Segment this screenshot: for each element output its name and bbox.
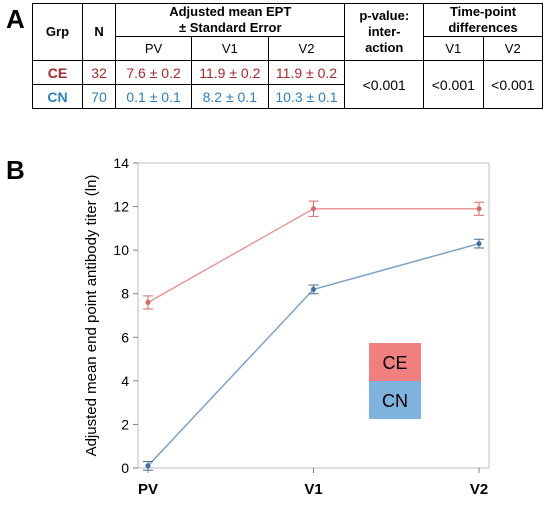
x-tick-label-v1: V1	[304, 481, 322, 498]
summary-table: Grp N Adjusted mean EPT ± Standard Error…	[32, 3, 544, 109]
y-tick-label-0: 0	[121, 460, 129, 476]
row-cn-n: 70	[81, 84, 117, 109]
header-timepoint-line2: differences	[448, 20, 518, 35]
header-n: N	[81, 3, 117, 61]
y-tick-label-4: 4	[121, 373, 129, 389]
header-timepoint-line1: Time-point	[449, 4, 517, 19]
subheader-td-v2: V2	[482, 36, 544, 61]
header-ept-line1: Adjusted mean EPT	[169, 4, 292, 19]
td-v1-value: <0.001	[423, 60, 484, 109]
row-ce-n: 32	[81, 60, 117, 85]
point-ce-1	[311, 206, 316, 212]
header-ept-line2: ± Standard Error	[179, 20, 282, 35]
row-cn-grp: CN	[32, 84, 83, 109]
legend-label-cn: CN	[382, 391, 408, 411]
row-cn-v2: 10.3 ± 0.1	[267, 84, 346, 109]
header-timepoint: Time-point differences	[423, 3, 543, 37]
header-grp: Grp	[32, 3, 83, 61]
point-ce-2	[476, 206, 482, 212]
x-tick-label-pv: PV	[138, 481, 158, 498]
x-tick-label-v2: V2	[470, 481, 488, 498]
point-ce-0	[145, 299, 151, 305]
row-ce-grp: CE	[32, 60, 83, 85]
row-ce-pv: 7.6 ± 0.2	[115, 60, 192, 85]
subheader-td-v1: V1	[423, 36, 484, 61]
header-pvalue-line2: inter-	[367, 24, 401, 39]
subheader-v2: V2	[267, 36, 346, 61]
panel-b-label: B	[6, 155, 25, 185]
header-pvalue: p-value: inter- action	[344, 3, 425, 61]
y-tick-label-8: 8	[121, 286, 129, 302]
legend-label-ce: CE	[382, 353, 407, 373]
point-cn-2	[476, 241, 482, 247]
header-pvalue-line3: action	[365, 40, 404, 55]
legend-swatch-cn	[369, 381, 421, 419]
subheader-v1: V1	[190, 36, 269, 61]
header-ept: Adjusted mean EPT ± Standard Error	[115, 3, 346, 37]
y-tick-label-10: 10	[113, 242, 129, 258]
p-interaction-value: <0.001	[344, 60, 425, 109]
subheader-pv: PV	[115, 36, 192, 61]
y-tick-label-6: 6	[121, 329, 129, 345]
point-cn-1	[311, 286, 316, 292]
line-chart: 0 2 4 6 8 10 12 14 PV V1 V2 Adjusted mean end point…	[83, 155, 490, 498]
td-v2-value: <0.001	[482, 60, 544, 109]
y-tick-label-2: 2	[121, 416, 129, 432]
legend-swatch-ce	[369, 343, 421, 381]
series-line-cn	[147, 242, 480, 467]
row-cn-pv: 0.1 ± 0.1	[115, 84, 192, 109]
row-ce-v1: 11.9 ± 0.2	[190, 60, 269, 85]
point-cn-0	[145, 463, 151, 469]
y-tick-label-12: 12	[113, 199, 129, 215]
row-cn-v1: 8.2 ± 0.1	[190, 84, 269, 109]
header-pvalue-line1: p-value:	[359, 8, 410, 23]
row-ce-v2: 11.9 ± 0.2	[267, 60, 346, 85]
panel-a-label: A	[6, 4, 25, 34]
y-axis-title: Adjusted mean end point antibody titer (…	[83, 175, 100, 457]
y-tick-label-14: 14	[113, 155, 129, 171]
